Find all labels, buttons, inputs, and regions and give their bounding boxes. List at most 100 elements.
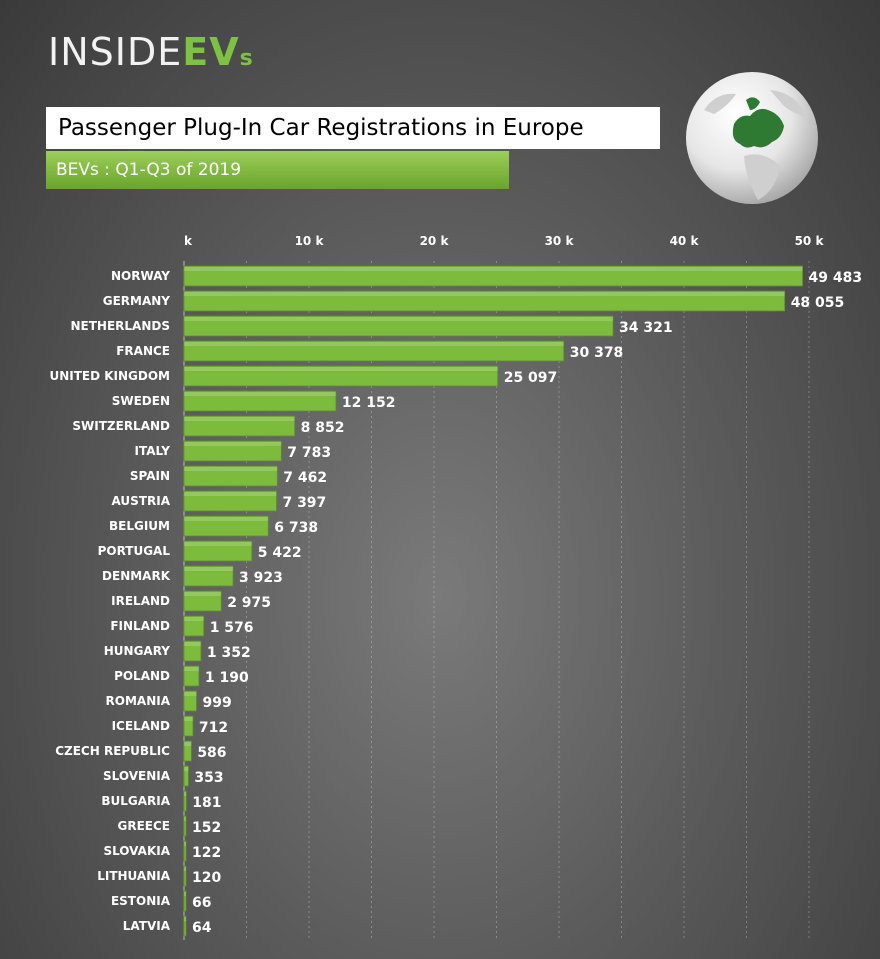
chart-subtitle: BEVs : Q1-Q3 of 2019 xyxy=(46,151,509,189)
value-label: 64 xyxy=(192,920,212,936)
category-label: FRANCE xyxy=(116,344,170,358)
bar-denmark xyxy=(183,565,234,587)
bar-highlight xyxy=(184,917,186,921)
value-label: 1 576 xyxy=(210,620,254,636)
bar-portugal xyxy=(183,540,253,562)
bar-finland xyxy=(183,615,205,637)
bar-highlight xyxy=(184,417,295,421)
bar-spain xyxy=(183,465,278,487)
bar-lithuania xyxy=(183,865,187,887)
bar-highlight xyxy=(184,267,803,271)
x-tick-label: 50 k xyxy=(795,234,825,248)
value-label: 586 xyxy=(197,745,226,761)
value-label: 122 xyxy=(192,845,221,861)
bar-highlight xyxy=(184,492,277,496)
category-label: SPAIN xyxy=(130,469,170,483)
value-label: 25 097 xyxy=(504,370,558,386)
europe-globe-icon xyxy=(686,72,818,204)
chart-gridlines xyxy=(183,261,810,940)
bar-germany xyxy=(183,290,786,312)
category-label: SLOVENIA xyxy=(103,769,171,783)
category-label: NORWAY xyxy=(111,269,170,283)
value-label: 5 422 xyxy=(258,545,302,561)
bar-highlight xyxy=(184,642,201,646)
chart-category-labels: NORWAY GERMANY NETHERLANDS FRANCE UNITED KIN… xyxy=(49,269,170,933)
value-label: 2 975 xyxy=(227,595,271,611)
bar-highlight xyxy=(184,867,186,871)
chart-value-labels: 49 483 48 055 34 321 30 378 25 097 12 152 8 85… xyxy=(192,270,862,936)
bar-romania xyxy=(183,690,197,712)
bar-highlight xyxy=(184,792,187,796)
bar-norway xyxy=(183,265,803,287)
category-label: BULGARIA xyxy=(101,794,170,808)
bar-belgium xyxy=(183,515,269,537)
value-label: 120 xyxy=(192,870,221,886)
bar-highlight xyxy=(184,317,614,321)
bar-highlight xyxy=(184,517,269,521)
bar-highlight xyxy=(184,842,186,846)
category-label: GREECE xyxy=(118,819,171,833)
value-label: 7 783 xyxy=(287,445,331,461)
category-label: HUNGARY xyxy=(104,644,171,658)
value-label: 999 xyxy=(202,695,231,711)
bar-ireland xyxy=(183,590,222,612)
value-label: 7 397 xyxy=(282,495,326,511)
bar-highlight xyxy=(184,342,564,346)
logo-text-ev: EV xyxy=(182,30,240,74)
bar-switzerland xyxy=(183,415,296,437)
value-label: 49 483 xyxy=(809,270,863,286)
bar-highlight xyxy=(184,367,498,371)
chart-bars xyxy=(183,265,803,937)
category-label: FINLAND xyxy=(110,619,170,633)
bar-estonia xyxy=(183,890,187,912)
bar-poland xyxy=(183,665,200,687)
value-label: 353 xyxy=(194,770,223,786)
bar-highlight xyxy=(184,292,785,296)
bar-highlight xyxy=(184,667,199,671)
logo-text-s: s xyxy=(239,46,254,71)
category-label: LATVIA xyxy=(123,919,171,933)
category-label: UNITED KINGDOM xyxy=(49,369,170,383)
bar-highlight xyxy=(184,467,278,471)
bar-italy xyxy=(183,440,282,462)
value-label: 30 378 xyxy=(570,345,624,361)
category-label: AUSTRIA xyxy=(112,494,171,508)
value-label: 8 852 xyxy=(301,420,345,436)
category-label: ROMANIA xyxy=(106,694,171,708)
category-label: DENMARK xyxy=(102,569,171,583)
bar-greece xyxy=(183,815,187,837)
bar-france xyxy=(183,340,565,362)
value-label: 712 xyxy=(199,720,228,736)
value-label: 48 055 xyxy=(791,295,845,311)
bar-sweden xyxy=(183,390,337,412)
x-tick-label: 10 k xyxy=(295,234,325,248)
bar-slovakia xyxy=(183,840,187,862)
category-label: SWEDEN xyxy=(112,394,170,408)
chart-title: Passenger Plug-In Car Registrations in E… xyxy=(46,107,660,149)
bar-highlight xyxy=(184,692,197,696)
bar-highlight xyxy=(184,767,189,771)
bar-slovenia xyxy=(183,765,189,787)
category-label: GERMANY xyxy=(103,294,171,308)
category-label: SLOVAKIA xyxy=(103,844,170,858)
x-tick-label: 40 k xyxy=(670,234,700,248)
bar-highlight xyxy=(184,567,234,571)
category-label: LITHUANIA xyxy=(97,869,171,883)
value-label: 152 xyxy=(192,820,221,836)
category-label: NETHERLANDS xyxy=(71,319,171,333)
bar-highlight xyxy=(184,742,192,746)
category-label: IRELAND xyxy=(111,594,170,608)
value-label: 34 321 xyxy=(619,320,673,336)
x-tick-label: k xyxy=(184,234,193,248)
x-tick-label: 20 k xyxy=(420,234,450,248)
value-label: 181 xyxy=(192,795,221,811)
chart-x-axis-ticks: k 10 k 20 k 30 k 40 k 50 k xyxy=(184,234,824,248)
category-label: PORTUGAL xyxy=(98,544,171,558)
bar-netherlands xyxy=(183,315,614,337)
logo-text-inside: INSIDE xyxy=(48,30,183,74)
category-label: ITALY xyxy=(135,444,171,458)
value-label: 3 923 xyxy=(239,570,283,586)
bar-united-kingdom xyxy=(183,365,499,387)
bar-bulgaria xyxy=(183,790,187,812)
value-label: 12 152 xyxy=(342,395,396,411)
